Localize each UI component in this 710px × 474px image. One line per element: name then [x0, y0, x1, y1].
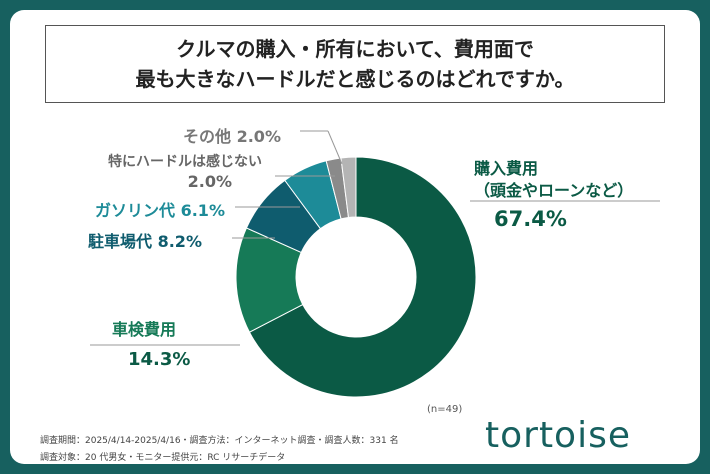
sample-size: (n=49)	[427, 404, 463, 415]
label-purchase: 購入費用 （頭金やローンなど） 67.4%	[474, 159, 634, 231]
title-line-1: クルマの購入・所有において、費用面で	[176, 37, 534, 61]
footer-line-1: 調査期間：2025/4/14-2025/4/16・調査方法：インターネット調査・…	[40, 436, 399, 446]
label-gasoline: ガソリン代 6.1%	[95, 201, 225, 220]
chart-title: クルマの購入・所有において、費用面で 最も大きなハードルだと感じるのはどれですか…	[45, 25, 665, 103]
tortoise-logo: tortoise	[485, 415, 631, 456]
footer-line-2: 調査対象：20 代男女・モニター提供元：RC リサーチデータ	[40, 453, 286, 463]
label-other: その他 2.0%	[183, 127, 281, 146]
label-parking: 駐車場代 8.2%	[88, 232, 202, 251]
leader-other-2	[327, 130, 343, 165]
slice-5	[340, 156, 357, 219]
title-line-2: 最も大きなハードルだと感じるのはどれですか。	[135, 67, 575, 91]
slice-0	[248, 156, 477, 398]
label-inspection: 車検費用 14.3%	[112, 320, 191, 370]
label-none: 特にハードルは感じない 2.0%	[108, 154, 262, 191]
